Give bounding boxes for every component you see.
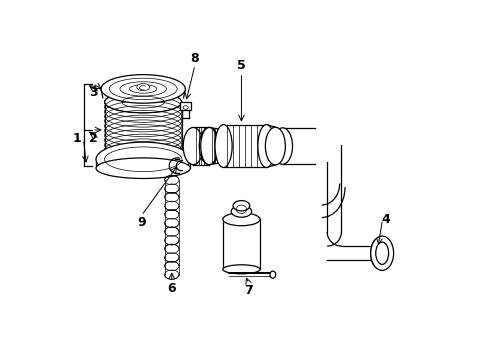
Text: 6: 6 [168,283,176,296]
Ellipse shape [270,271,276,278]
Text: 2: 2 [89,132,98,145]
Text: 7: 7 [244,284,253,297]
Ellipse shape [201,127,218,165]
Ellipse shape [199,127,220,165]
Ellipse shape [371,239,385,268]
Ellipse shape [104,91,182,113]
Text: 3: 3 [89,86,98,99]
Ellipse shape [183,127,203,165]
Text: 8: 8 [191,52,199,65]
Ellipse shape [371,236,393,270]
Ellipse shape [231,206,252,217]
Text: 9: 9 [137,216,146,229]
Text: 4: 4 [382,213,391,226]
Text: 1: 1 [73,132,81,145]
Ellipse shape [266,127,285,165]
Bar [180,103,192,111]
Text: 5: 5 [237,59,246,72]
Ellipse shape [272,128,293,164]
Ellipse shape [258,125,275,167]
Ellipse shape [223,213,260,226]
Ellipse shape [215,125,232,167]
Ellipse shape [223,265,260,274]
Ellipse shape [376,242,389,264]
Ellipse shape [96,158,190,179]
Ellipse shape [216,130,231,162]
Ellipse shape [101,75,185,103]
Ellipse shape [96,142,190,176]
Ellipse shape [233,201,250,211]
Ellipse shape [137,84,149,91]
